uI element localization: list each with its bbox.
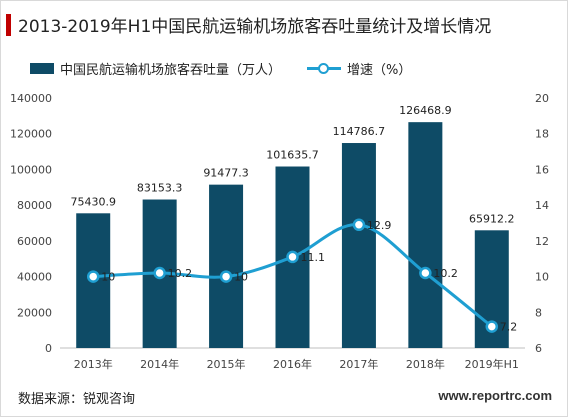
y-right-tick-label: 16 xyxy=(535,163,549,176)
growth-point xyxy=(485,320,499,333)
bar-value-label: 101635.7 xyxy=(266,149,319,162)
x-tick-label: 2013年 xyxy=(74,357,113,371)
growth-point xyxy=(219,270,233,283)
y-left-tick-label: 60000 xyxy=(17,235,52,248)
y-left-tick-label: 40000 xyxy=(17,271,52,284)
bar-value-label: 91477.3 xyxy=(203,167,249,180)
growth-value-label: 12.9 xyxy=(367,219,392,232)
legend-bar-label: 中国民航运输机场旅客吞吐量（万人） xyxy=(60,62,282,78)
y-right-tick-label: 6 xyxy=(535,342,542,355)
legend: 中国民航运输机场旅客吞吐量（万人） 增速（%） xyxy=(30,58,411,78)
y-left-tick-label: 80000 xyxy=(17,199,52,212)
x-tick-label: 2014年 xyxy=(140,357,179,371)
bar-value-label: 75430.9 xyxy=(70,195,116,208)
y-right-tick-label: 18 xyxy=(535,128,549,141)
x-tick-label: 2018年 xyxy=(406,357,445,371)
x-tick-label: 2016年 xyxy=(273,357,312,371)
y-left-tick-label: 120000 xyxy=(10,128,52,141)
y-right-tick-label: 12 xyxy=(535,235,549,248)
legend-line-swatch xyxy=(307,62,342,74)
growth-value-label: 10.2 xyxy=(433,267,458,280)
title-accent-bar xyxy=(6,14,11,36)
y-left-tick-label: 20000 xyxy=(17,306,52,319)
y-right-tick-label: 10 xyxy=(535,271,549,284)
y-left-tick-label: 100000 xyxy=(10,163,52,176)
growth-point xyxy=(352,218,366,232)
growth-value-label: 11.1 xyxy=(301,251,326,264)
growth-point xyxy=(86,270,100,283)
bar-value-label: 114786.7 xyxy=(333,125,386,138)
chart-title: 2013-2019年H1中国民航运输机场旅客吞吐量统计及增长情况 xyxy=(18,17,492,37)
bar-value-label: 83153.3 xyxy=(137,182,183,195)
data-source: 数据来源：锐观咨询 xyxy=(18,392,136,407)
y-right-tick-label: 20 xyxy=(535,92,549,105)
x-tick-label: 2019年H1 xyxy=(465,357,519,371)
bar-value-label: 126468.9 xyxy=(399,104,452,117)
bar-value-label: 65912.2 xyxy=(469,212,515,225)
x-tick-label: 2017年 xyxy=(339,357,378,371)
growth-point xyxy=(153,266,166,280)
growth-value-label: 7.2 xyxy=(500,321,518,334)
y-left-tick-label: 0 xyxy=(45,342,52,355)
growth-point xyxy=(419,266,432,280)
y-right-tick-label: 14 xyxy=(535,199,549,212)
legend-line-label: 增速（%） xyxy=(347,62,412,78)
website-watermark: www.reportrc.com xyxy=(438,388,552,403)
growth-point xyxy=(286,250,299,264)
growth-value-label: 10 xyxy=(234,271,248,284)
bar xyxy=(209,184,244,348)
x-tick-label: 2015年 xyxy=(207,357,246,371)
bar xyxy=(341,143,376,348)
y-left-tick-label: 140000 xyxy=(10,92,52,105)
legend-bar-swatch xyxy=(30,62,54,74)
growth-value-label: 10.2 xyxy=(168,267,193,280)
bar xyxy=(408,122,443,348)
growth-value-label: 10 xyxy=(101,271,115,284)
y-right-tick-label: 8 xyxy=(535,306,542,319)
